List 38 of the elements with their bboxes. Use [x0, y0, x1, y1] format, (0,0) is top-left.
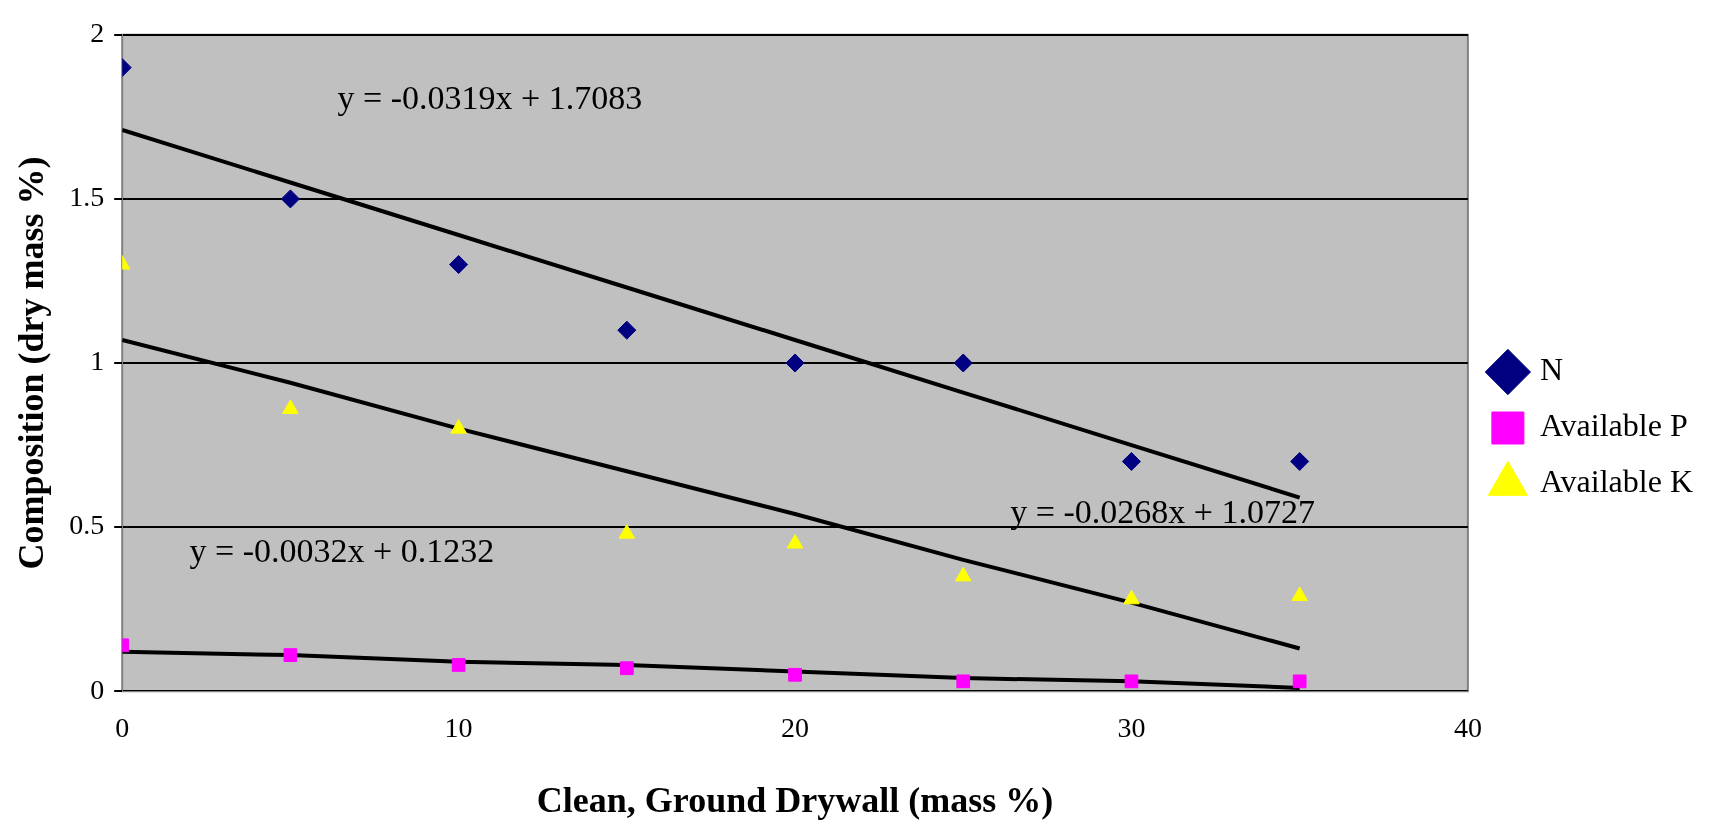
point	[618, 524, 636, 539]
point	[954, 566, 972, 582]
point	[786, 534, 804, 549]
legend-label: Available K	[1539, 463, 1693, 500]
point	[449, 255, 469, 275]
x-tick-label: 40	[1453, 712, 1482, 744]
point	[956, 674, 971, 689]
point	[283, 648, 298, 662]
x-tick-label: 10	[444, 712, 473, 744]
y-tick-label: 2	[90, 17, 105, 49]
y-axis-title: Composition (dry mass %)	[10, 156, 51, 570]
legend-label: Available P	[1539, 407, 1688, 444]
point	[619, 661, 634, 676]
y-tick-label: 1	[90, 345, 105, 377]
point	[953, 353, 973, 373]
point	[1123, 589, 1140, 605]
point	[1121, 451, 1141, 471]
point	[788, 667, 802, 682]
point	[280, 189, 300, 209]
annotation: y = -0.0032x + 0.1232	[189, 532, 495, 570]
x-tick-label: 0	[115, 712, 130, 744]
y-tick-label: 1.5	[69, 181, 105, 213]
point	[450, 419, 467, 434]
point	[1124, 674, 1139, 689]
point	[282, 399, 299, 414]
point	[1292, 674, 1307, 689]
point	[617, 320, 637, 340]
x-tick-label: 30	[1117, 712, 1146, 744]
point	[1291, 586, 1308, 602]
point	[451, 658, 466, 672]
point	[1290, 451, 1310, 471]
x-tick-label: 20	[781, 712, 810, 744]
legend-label: N	[1539, 351, 1563, 388]
y-tick-label: 0	[90, 673, 105, 705]
point	[785, 353, 805, 373]
x-axis-title: Clean, Ground Drywall (mass %)	[536, 779, 1054, 820]
annotation: y = -0.0319x + 1.7083	[337, 79, 643, 117]
y-tick-label: 0.5	[69, 509, 105, 541]
